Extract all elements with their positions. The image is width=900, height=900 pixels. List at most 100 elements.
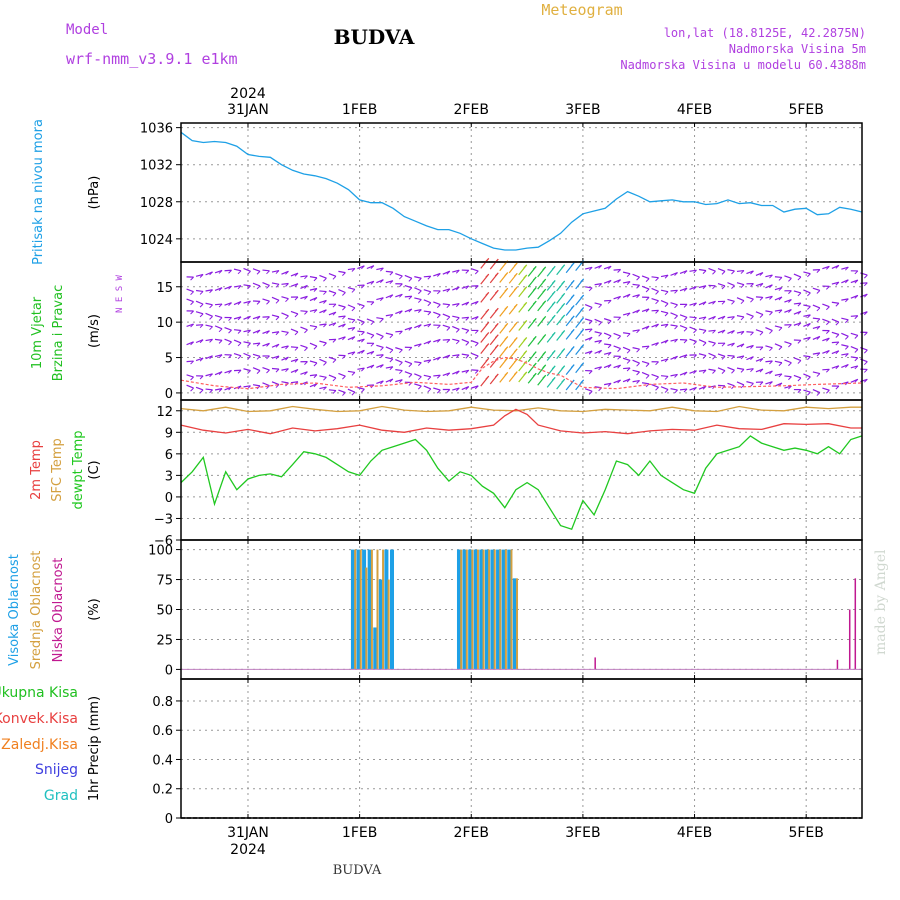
cloud-bar (512, 578, 517, 670)
wind-vector-head (389, 334, 394, 339)
wind-vector-head (580, 307, 584, 311)
wind-vector (471, 268, 479, 272)
wind-vector-head (551, 350, 556, 354)
wind-vector (366, 280, 375, 285)
y-tick-label: 3 (165, 469, 173, 484)
wind-vector-head (664, 389, 669, 393)
wind-vector-head (863, 311, 868, 316)
wind-vector (736, 282, 745, 286)
wind-vector (765, 360, 773, 363)
wind-vector-head (561, 314, 566, 319)
wind-vector-head (807, 337, 811, 341)
wind-vector-head (626, 273, 631, 278)
wind-vector-head (863, 274, 868, 279)
wind-vector (233, 285, 242, 288)
wind-vector (423, 289, 431, 293)
wind-vector-head (398, 293, 403, 298)
wind-vector (252, 315, 261, 320)
wind-vector-head (626, 293, 631, 298)
panel-frame-pressure (180, 122, 863, 263)
wind-vector (822, 318, 830, 323)
wind-vector (319, 274, 327, 279)
wind-vector (841, 353, 849, 356)
wind-vector (262, 269, 270, 272)
wind-vector (765, 295, 773, 299)
wind-vector-head (826, 321, 830, 326)
wind-vector-head (645, 363, 650, 367)
wind-vector-head (285, 332, 289, 336)
cloud-bar (389, 549, 394, 670)
wind-vector (660, 274, 669, 278)
wind-vector-head (561, 264, 566, 269)
wind-vector-head (721, 285, 726, 290)
wind-vector-head (769, 296, 773, 300)
wind-vector (328, 374, 337, 379)
wind-vector-head (693, 317, 697, 322)
wind-vector (850, 356, 858, 359)
wind-vector-head (351, 319, 356, 324)
wind-vector (727, 298, 735, 302)
wind-vector-head (218, 388, 223, 392)
wind-vector (736, 381, 745, 386)
wind-vector-head (436, 356, 441, 361)
cloud-bar (848, 609, 851, 670)
wind-vector (774, 309, 783, 312)
wind-vector (746, 381, 754, 385)
wind-vector-head (532, 336, 537, 340)
wind-vector-head (835, 281, 840, 286)
wind-vector (641, 371, 650, 376)
series-line-dewpt-temp (180, 435, 863, 531)
wind-vector-head (655, 309, 659, 314)
wind-vector (271, 367, 280, 370)
wind-vector-head (740, 300, 745, 305)
wind-vector (603, 318, 612, 322)
wind-vector-head (332, 303, 337, 308)
wind-vector-head (542, 374, 547, 379)
wind-vector (395, 330, 403, 333)
wind-vector (471, 300, 479, 305)
wind-vector (641, 285, 650, 290)
wind-vector (376, 317, 384, 320)
wind-vector (585, 286, 593, 289)
wind-vector-head (209, 315, 213, 320)
wind-vector (679, 324, 688, 329)
y-tick-label: −3 (154, 512, 173, 527)
wind-vector-head (465, 386, 470, 390)
wind-vector-head (636, 348, 640, 353)
wind-vector-head (607, 383, 612, 387)
wind-vector-head (436, 314, 441, 319)
wind-vector-head (389, 366, 394, 371)
wind-vector-head (523, 301, 528, 306)
wind-vector (205, 388, 213, 391)
wind-vector-head (190, 291, 194, 296)
wind-vector-head (598, 321, 602, 326)
wind-vector (376, 267, 384, 271)
wind-vector-head (580, 362, 584, 367)
wind-vector-head (446, 270, 451, 275)
wind-vector (641, 275, 650, 280)
wind-vector-head (636, 380, 640, 384)
wind-vector-head (807, 391, 811, 396)
wind-vector (594, 366, 602, 370)
wind-vector-head (513, 262, 518, 267)
wind-vector-head (598, 340, 602, 344)
wind-vector-head (228, 269, 232, 274)
wind-vector-head (398, 349, 403, 354)
wind-vector (812, 352, 820, 355)
wind-vector-head (731, 385, 735, 390)
wind-vector-head (228, 329, 232, 334)
wind-vector (850, 332, 859, 337)
wind-vector-head (417, 343, 422, 348)
wind-vector-head (674, 355, 678, 360)
wind-vector (195, 273, 204, 277)
wind-vector-head (712, 342, 716, 347)
wind-vector-head (361, 349, 365, 354)
wind-vector (793, 374, 802, 379)
wind-vector (233, 268, 242, 272)
credit-watermark: made by Angel (873, 549, 889, 655)
wind-vector (774, 325, 783, 329)
wind-vector-head (351, 327, 356, 331)
wind-vector-head (664, 339, 669, 344)
wind-vector (689, 302, 697, 306)
